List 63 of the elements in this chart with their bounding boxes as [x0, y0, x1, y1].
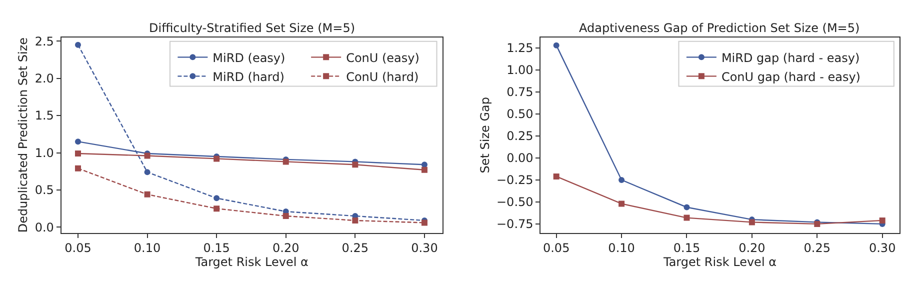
point	[553, 42, 560, 48]
y-tick-label: 1.25	[506, 41, 534, 56]
y-tick-label: −0.50	[496, 195, 534, 210]
y-tick-label: 0.50	[506, 107, 534, 122]
x-tick-label: 0.30	[411, 241, 438, 256]
y-tick-label: 1.0	[34, 146, 54, 160]
y-tick-label: 1.00	[506, 63, 534, 78]
y-tick-label: 0.25	[506, 129, 534, 144]
point	[553, 173, 560, 180]
legend-label: MiRD gap (hard - easy)	[721, 50, 860, 65]
x-tick-label: 0.20	[272, 241, 300, 256]
point	[618, 176, 625, 183]
x-tick-label: 0.10	[608, 241, 635, 256]
x-tick-label: 0.20	[738, 241, 766, 256]
point	[214, 156, 220, 162]
x-axis-title: Target Risk Level α	[194, 255, 309, 270]
point	[214, 206, 220, 212]
point	[879, 217, 886, 224]
point	[74, 42, 81, 48]
x-tick-label: 0.05	[542, 241, 570, 256]
x-tick-label: 0.15	[673, 241, 700, 256]
x-tick-label: 0.25	[342, 241, 369, 256]
x-tick-label: 0.15	[203, 241, 230, 256]
point	[144, 191, 150, 198]
point	[352, 217, 358, 224]
x-tick-label: 0.10	[134, 241, 161, 256]
y-tick-label: 0.75	[506, 85, 534, 100]
legend-label: MiRD (hard)	[212, 70, 284, 84]
legend-label: ConU (hard)	[346, 70, 419, 84]
y-tick-label: 0.00	[506, 151, 534, 166]
y-tick-label: 0.0	[34, 220, 54, 234]
point	[352, 162, 358, 168]
point	[684, 214, 690, 221]
point	[421, 220, 428, 226]
point	[74, 150, 81, 156]
point	[282, 158, 289, 165]
y-tick-label: −0.25	[496, 173, 534, 188]
point	[748, 219, 755, 226]
point	[74, 138, 81, 145]
point	[282, 213, 289, 220]
legend-label: MiRD (easy)	[212, 50, 286, 65]
y-tick-label: 1.5	[34, 108, 54, 123]
y-axis-title: Deduplicated Prediction Set Size	[16, 37, 30, 233]
chart-title: Difficulty-Stratified Set Size (M=5)	[149, 21, 356, 35]
x-tick-label: 0.30	[868, 241, 896, 256]
point	[684, 204, 690, 210]
x-axis-title: Target Risk Level α	[662, 255, 777, 270]
legend-label: ConU (easy)	[346, 50, 420, 65]
point	[618, 200, 625, 207]
legend-label: ConU gap (hard - easy)	[721, 70, 860, 84]
y-tick-label: 0.5	[34, 183, 54, 198]
y-tick-label: −0.75	[496, 217, 534, 232]
y-axis-title: Set Size Gap	[478, 96, 492, 174]
point	[144, 169, 150, 176]
y-tick-label: 2.0	[34, 72, 54, 86]
x-tick-label: 0.25	[804, 241, 830, 256]
point	[214, 195, 220, 202]
point	[74, 165, 81, 172]
x-tick-label: 0.05	[64, 241, 92, 256]
point	[144, 152, 150, 159]
chart-title: Adaptiveness Gap of Prediction Set Size (M=5)	[579, 21, 860, 35]
point	[421, 166, 428, 173]
y-tick-label: 2.5	[34, 34, 54, 48]
